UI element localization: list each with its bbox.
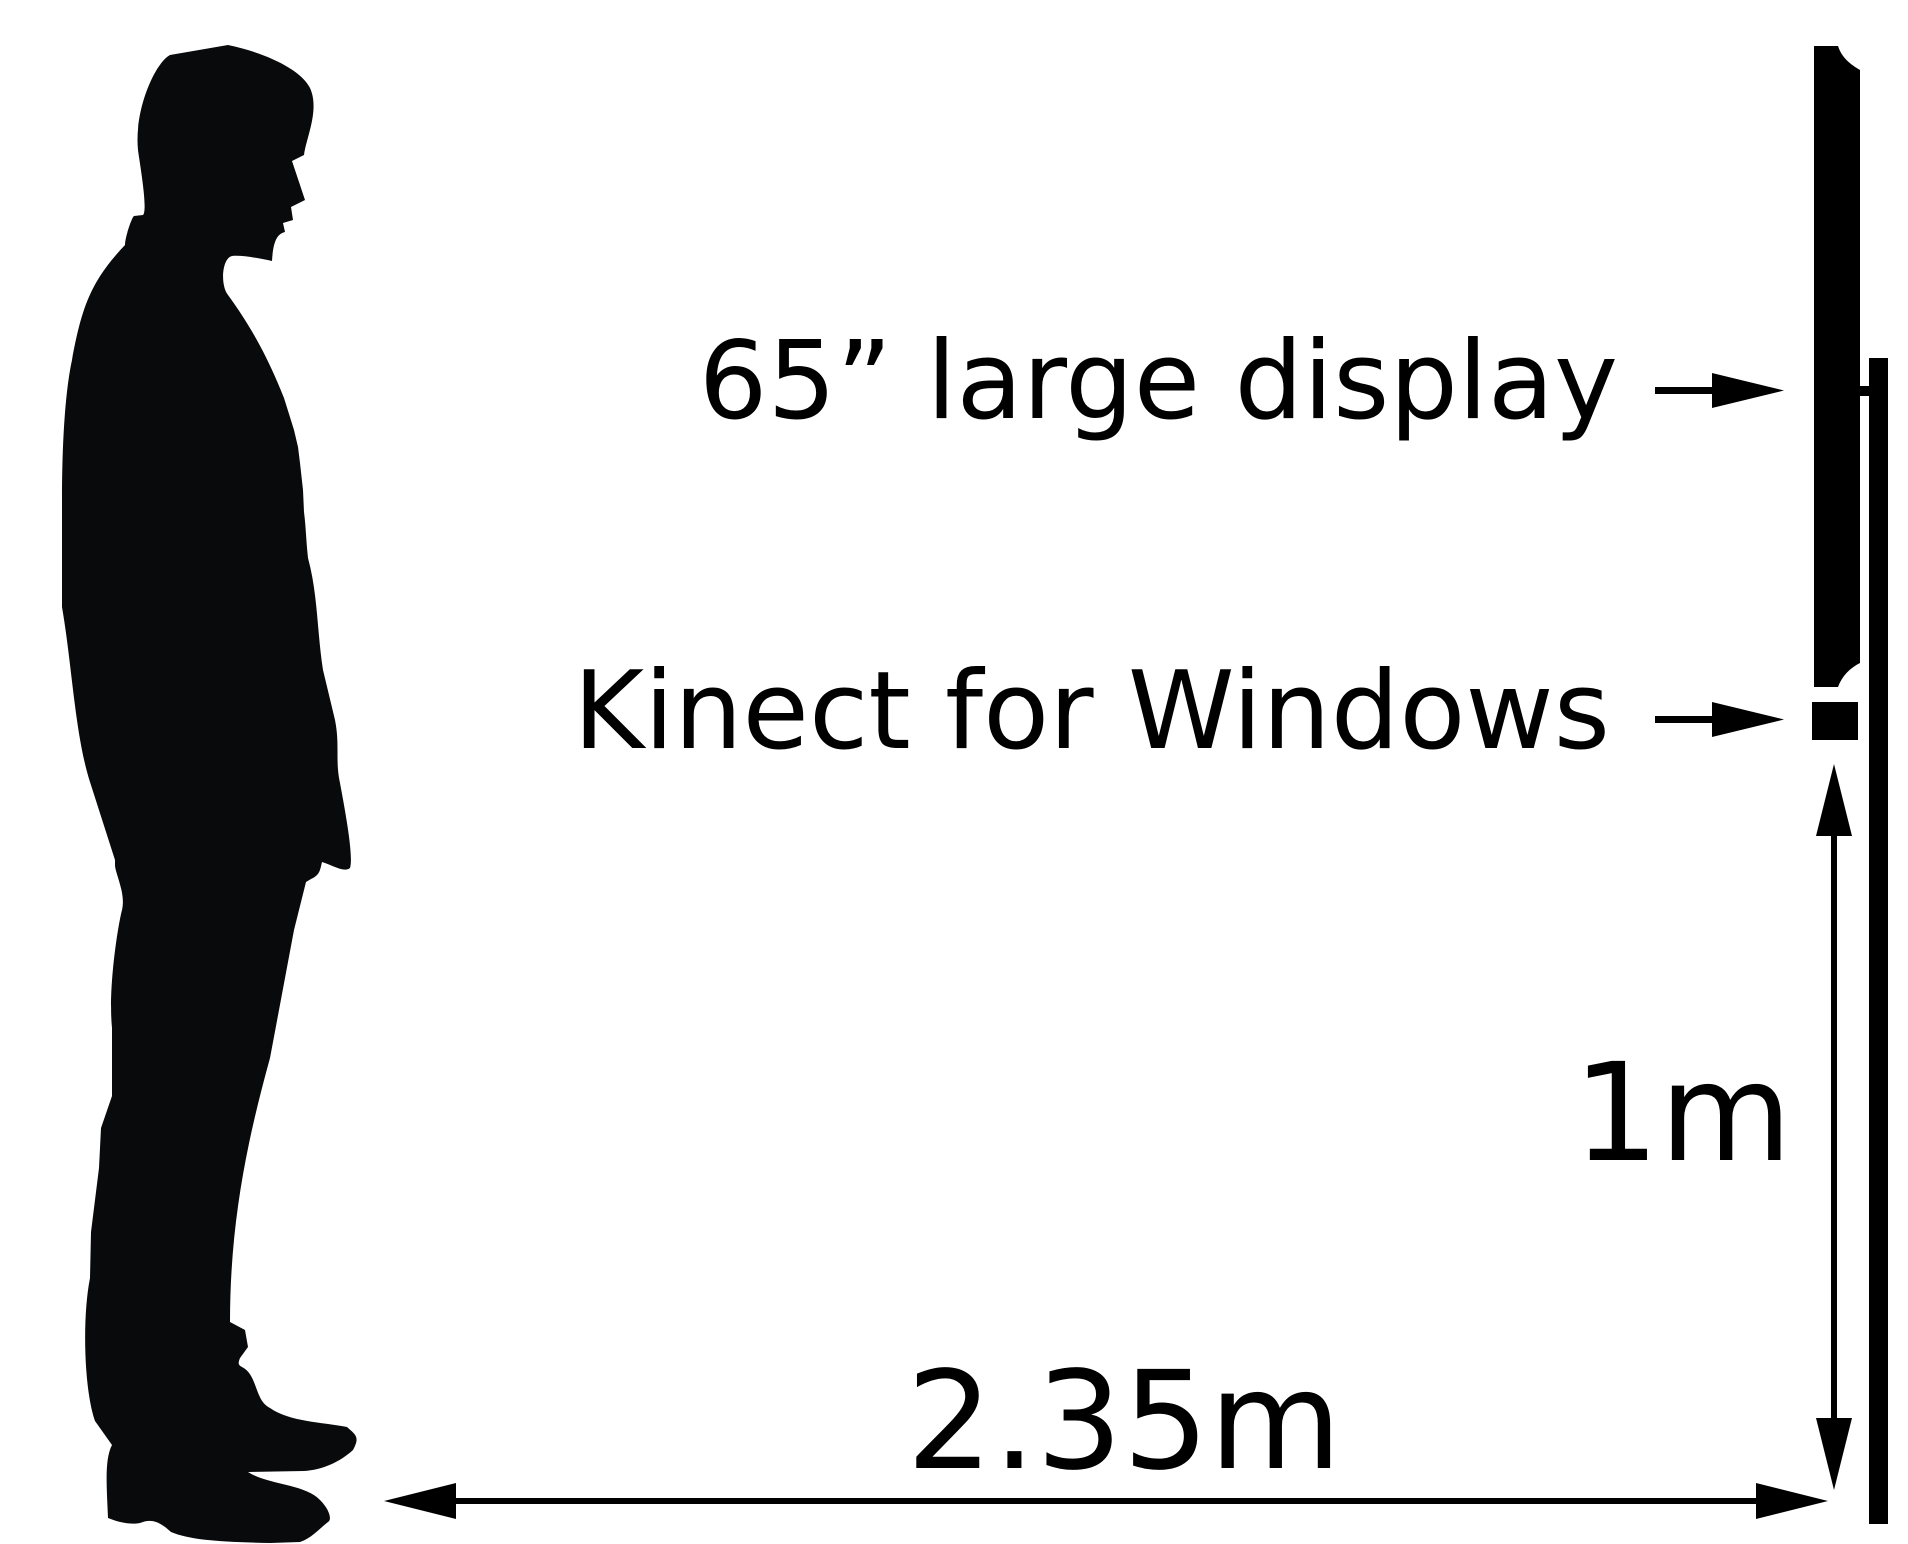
display-label: 65” large display xyxy=(699,319,1618,444)
large-display-panel xyxy=(1814,46,1860,687)
kinect-sensor xyxy=(1812,702,1858,740)
display-pointer-arrow xyxy=(1655,373,1784,408)
person-silhouette-icon xyxy=(62,45,357,1543)
wall xyxy=(1869,358,1888,1524)
kinect-label: Kinect for Windows xyxy=(573,649,1610,774)
kinect-pointer-arrow xyxy=(1655,702,1784,737)
height-dimension-arrow xyxy=(1816,764,1852,1490)
display-mount-bracket xyxy=(1860,386,1870,396)
height-label: 1m xyxy=(1573,1035,1792,1193)
distance-dimension-arrow xyxy=(384,1483,1828,1519)
distance-label: 2.35m xyxy=(906,1343,1341,1501)
